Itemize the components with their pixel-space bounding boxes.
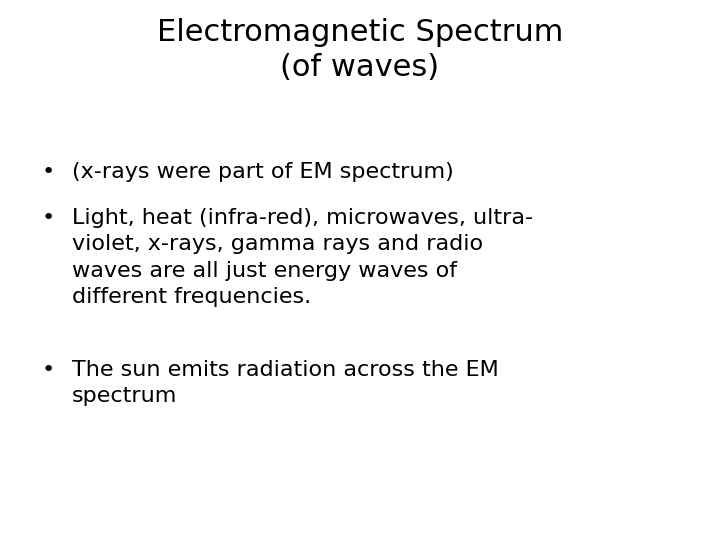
Text: •: • [42, 162, 55, 182]
Text: •: • [42, 208, 55, 228]
Text: The sun emits radiation across the EM
spectrum: The sun emits radiation across the EM sp… [72, 360, 499, 407]
Text: •: • [42, 360, 55, 380]
Text: Electromagnetic Spectrum
(of waves): Electromagnetic Spectrum (of waves) [157, 18, 563, 82]
Text: Light, heat (infra-red), microwaves, ultra-
violet, x-rays, gamma rays and radio: Light, heat (infra-red), microwaves, ult… [72, 208, 533, 307]
Text: (x-rays were part of EM spectrum): (x-rays were part of EM spectrum) [72, 162, 454, 182]
